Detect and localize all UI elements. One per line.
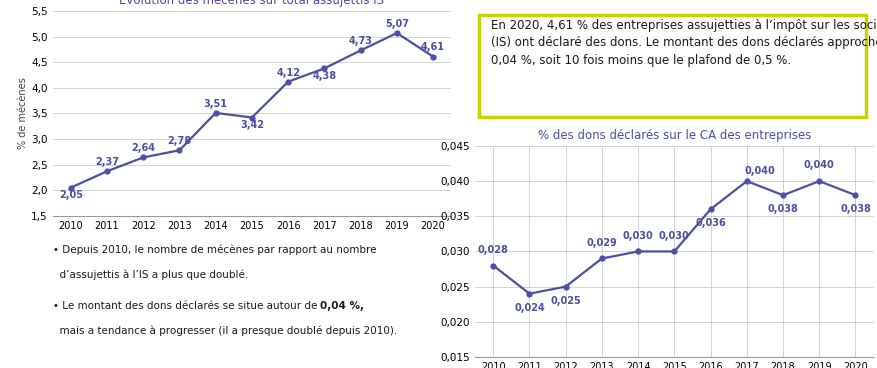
Text: • Depuis 2010, le nombre de mécènes par rapport au nombre: • Depuis 2010, le nombre de mécènes par … [53,244,375,255]
Text: 4,61: 4,61 [421,42,445,53]
Text: 2,37: 2,37 [95,157,119,167]
Text: 4,38: 4,38 [312,71,336,81]
Text: 0,030: 0,030 [659,231,689,241]
Text: 0,040: 0,040 [744,166,774,176]
Text: • Le montant des dons déclarés se situe autour de: • Le montant des dons déclarés se situe … [53,301,320,311]
Text: 0,040: 0,040 [803,160,834,170]
Title: Evolution des mécènes sur total assujettis IS: Evolution des mécènes sur total assujett… [119,0,384,7]
Text: 3,42: 3,42 [239,120,264,130]
Text: 0,030: 0,030 [622,231,652,241]
Text: 2,78: 2,78 [168,136,191,146]
Text: 0,036: 0,036 [695,218,725,228]
Text: 0,024: 0,024 [513,302,545,312]
Text: En 2020, 4,61 % des entreprises assujetties à l’impôt sur les sociétés
(IS) ont : En 2020, 4,61 % des entreprises assujett… [490,19,877,67]
Text: 0,028: 0,028 [477,245,508,255]
FancyBboxPatch shape [479,15,865,117]
Text: mais a tendance à progresser (il a presque doublé depuis 2010).: mais a tendance à progresser (il a presq… [53,325,396,336]
Text: 2,05: 2,05 [59,190,82,200]
Text: 2,64: 2,64 [131,143,155,153]
Text: 4,12: 4,12 [276,68,300,78]
Text: 0,038: 0,038 [839,204,870,214]
Text: 4,73: 4,73 [348,36,372,46]
Text: 3,51: 3,51 [203,99,227,109]
Text: 0,029: 0,029 [586,238,617,248]
Text: 0,025: 0,025 [550,296,581,305]
Text: d’assujettis à l’IS a plus que doublé.: d’assujettis à l’IS a plus que doublé. [53,269,247,280]
Text: 5,07: 5,07 [384,19,409,29]
Y-axis label: % de mécènes: % de mécènes [18,78,28,149]
Text: 0,038: 0,038 [766,204,797,214]
Text: 0,04 %,: 0,04 %, [320,301,364,311]
Title: % des dons déclarés sur le CA des entreprises: % des dons déclarés sur le CA des entrep… [537,129,810,142]
